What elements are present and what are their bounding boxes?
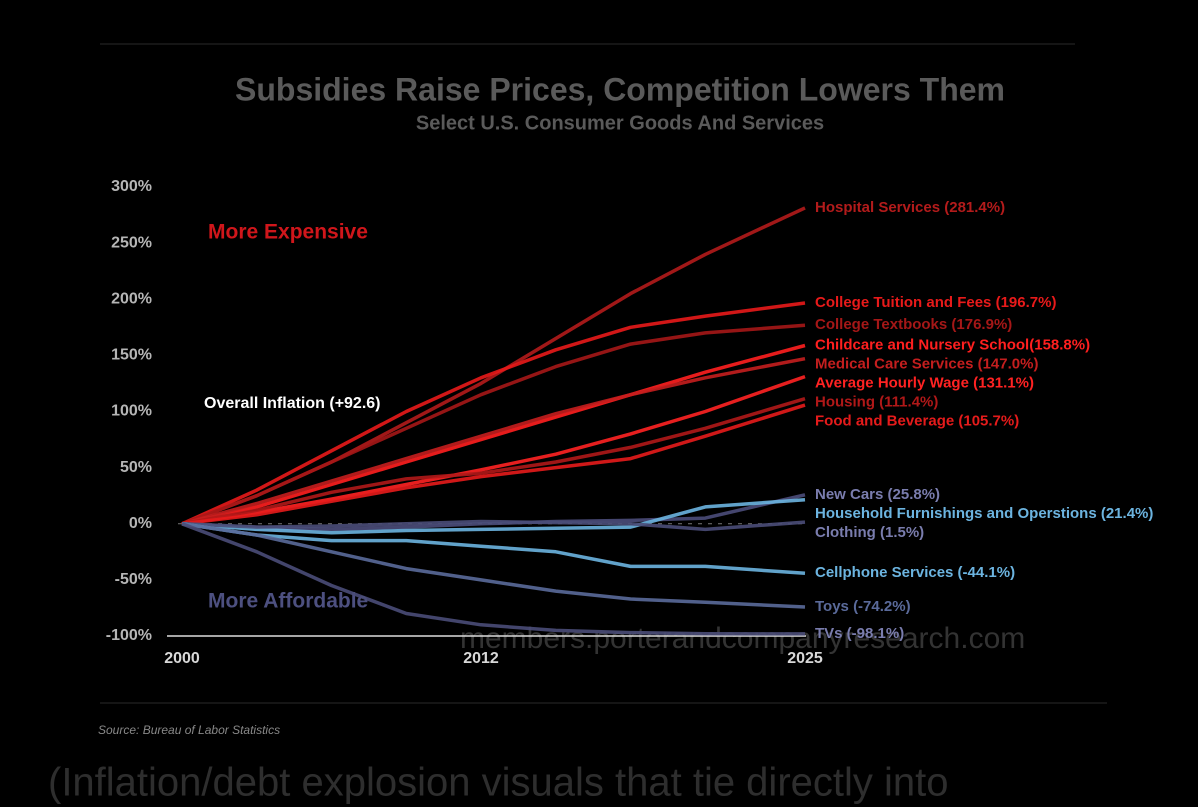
series-line (181, 323, 806, 526)
y-tick-label: -100% (106, 627, 152, 644)
y-tick-label: 100% (111, 403, 152, 420)
chart-subtitle: Select U.S. Consumer Goods And Services (416, 112, 824, 134)
y-tick-label: 250% (111, 234, 152, 251)
y-tick-label: 200% (111, 290, 152, 307)
legend-label: Average Hourly Wage (131.1%) (815, 374, 1034, 391)
legend-label: TVs (-98.1%) (815, 625, 904, 642)
y-tick-label: 150% (111, 347, 152, 364)
legend-label: Toys (-74.2%) (815, 598, 911, 615)
source: Source: Bureau of Labor Statistics (98, 723, 280, 737)
series-line (181, 522, 806, 609)
series-line (181, 522, 806, 576)
y-tick-label: 300% (111, 178, 152, 195)
y-tick-label: 50% (120, 459, 152, 476)
x-tick-label: 2025 (787, 650, 823, 667)
y-tick-label: 0% (129, 515, 152, 532)
annotation: More Expensive (208, 221, 368, 244)
series-line (181, 519, 806, 532)
legend-label: Housing (111.4%) (815, 393, 938, 410)
legend-label: Food and Beverage (105.7%) (815, 412, 1019, 429)
series-line (181, 497, 806, 535)
y-tick-label: -50% (115, 571, 152, 588)
legend-label: Hospital Services (281.4%) (815, 199, 1005, 216)
legend-label: Medical Care Services (147.0%) (815, 355, 1038, 372)
legend-label: Cellphone Services (-44.1%) (815, 564, 1015, 581)
series-line (181, 343, 806, 526)
watermark: members.porterandcompanyresearch.com (460, 622, 1025, 655)
legend-label: College Textbooks (176.9%) (815, 316, 1012, 333)
series-line (181, 356, 806, 526)
caption: (Inflation/debt explosion visuals that t… (48, 761, 949, 805)
legend-label: Childcare and Nursery School(158.8%) (815, 336, 1090, 353)
legend-label: Household Furnishings and Operstions (21… (815, 505, 1153, 522)
series-line (181, 374, 806, 526)
annotation: Overall Inflation (+92.6) (204, 395, 381, 412)
chart-title: Subsidies Raise Prices, Competition Lowe… (235, 71, 1005, 107)
annotation-box (168, 390, 550, 418)
series-line (181, 397, 806, 526)
legend-label: Clothing (1.5%) (815, 524, 924, 541)
series-line (181, 522, 806, 636)
x-tick-label: 2012 (463, 650, 499, 667)
legend-label: New Cars (25.8%) (815, 486, 940, 503)
legend-label: College Tuition and Fees (196.7%) (815, 294, 1056, 311)
x-tick-label: 2000 (164, 650, 200, 667)
series-line (181, 301, 806, 526)
annotation: More Affordable (208, 590, 368, 613)
series-line (181, 403, 806, 526)
